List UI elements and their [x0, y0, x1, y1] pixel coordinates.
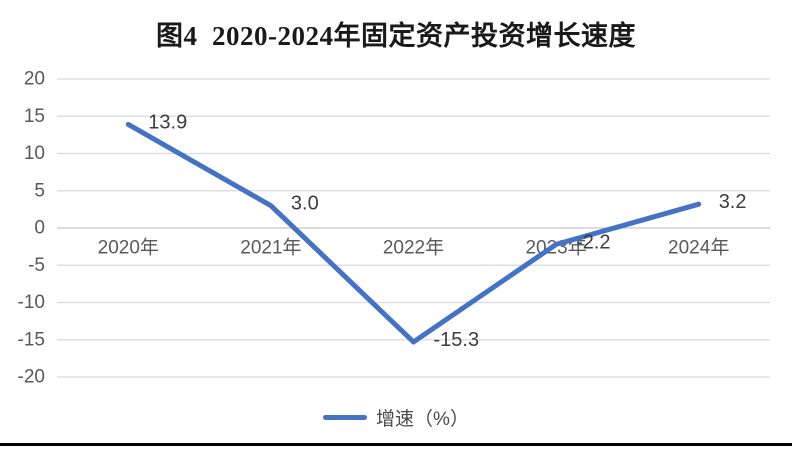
x-axis-category-label: 2021年	[240, 237, 301, 259]
x-axis-category-label: 2022年	[383, 237, 444, 259]
y-axis-tick-label: -20	[18, 367, 45, 388]
y-axis-tick-label: -15	[18, 329, 45, 350]
y-axis-tick-label: 5	[34, 180, 45, 201]
legend-line-icon	[323, 415, 368, 420]
y-axis-tick-label: -10	[18, 292, 45, 313]
data-label: 13.9	[148, 111, 187, 133]
chart-title: 图4 2020-2024年固定资产投资增长速度	[156, 21, 636, 51]
y-axis-tick-label: 0	[34, 218, 45, 239]
legend: 增速（%）	[0, 404, 792, 431]
document-bottom-border	[0, 443, 792, 446]
legend-series-label: 增速（%）	[376, 409, 469, 430]
y-axis-tick-label: 20	[24, 69, 45, 90]
data-label: -15.3	[434, 329, 480, 351]
x-axis-category-label: 2024年	[668, 237, 729, 259]
x-axis-category-label: 2020年	[98, 237, 159, 259]
data-label: -2.2	[576, 231, 610, 253]
y-axis-tick-label: 10	[24, 143, 45, 164]
series-line	[125, 121, 702, 345]
data-label: 3.2	[719, 191, 747, 213]
y-axis-tick-label: -5	[28, 255, 45, 276]
y-axis-tick-label: 15	[24, 106, 45, 127]
data-label: 3.0	[291, 193, 319, 215]
